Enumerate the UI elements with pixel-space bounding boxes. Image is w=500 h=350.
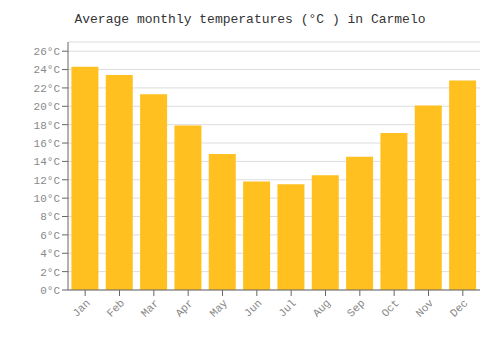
svg-text:Jan: Jan <box>70 297 92 319</box>
svg-text:10°C: 10°C <box>34 193 61 205</box>
svg-text:Nov: Nov <box>414 297 437 320</box>
svg-text:20°C: 20°C <box>34 101 61 113</box>
svg-text:26°C: 26°C <box>34 46 61 58</box>
svg-text:Jun: Jun <box>242 297 264 319</box>
svg-text:Jul: Jul <box>276 297 298 319</box>
svg-text:Feb: Feb <box>105 297 127 319</box>
svg-text:18°C: 18°C <box>34 120 61 132</box>
svg-text:6°C: 6°C <box>40 230 60 242</box>
svg-text:Sep: Sep <box>345 297 367 319</box>
svg-text:Oct: Oct <box>379 297 401 319</box>
svg-text:Mar: Mar <box>139 297 161 319</box>
svg-text:0°C: 0°C <box>40 285 60 297</box>
svg-text:16°C: 16°C <box>34 138 61 150</box>
svg-text:2°C: 2°C <box>40 267 60 279</box>
svg-text:24°C: 24°C <box>34 64 61 76</box>
svg-text:8°C: 8°C <box>40 211 60 223</box>
html-text:Average monthly temperatures (: Average monthly temperatures (°C ) in Ca… <box>74 12 426 27</box>
svg-text:May: May <box>208 297 231 320</box>
svg-text:4°C: 4°C <box>40 248 60 260</box>
svg-text:Aug: Aug <box>311 297 333 319</box>
svg-text:22°C: 22°C <box>34 83 61 95</box>
svg-text:14°C: 14°C <box>34 156 61 168</box>
svg-text:12°C: 12°C <box>34 175 61 187</box>
svg-text:Apr: Apr <box>173 297 195 319</box>
svg-text:Dec: Dec <box>448 297 470 319</box>
